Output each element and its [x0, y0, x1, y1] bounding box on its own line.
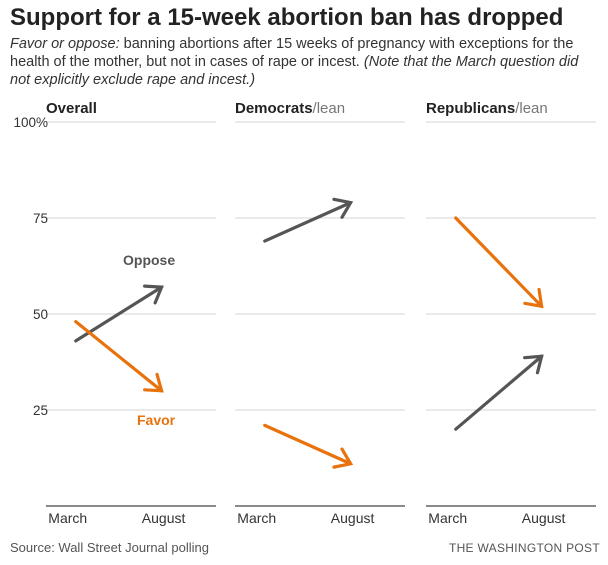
chart-title: Support for a 15-week abortion ban has d…	[10, 4, 564, 31]
subtitle-lead: Favor or oppose:	[10, 36, 120, 52]
series-arrowhead-favor	[523, 287, 544, 309]
y-tick-label: 50	[33, 307, 48, 322]
subtitle-body: banning abortions after 15 weeks of preg…	[10, 36, 574, 70]
x-tick-label: March	[237, 510, 276, 526]
source-note: Source: Wall Street Journal polling	[10, 540, 209, 555]
panel-title: Overall	[46, 100, 97, 117]
series-line-oppose	[454, 354, 544, 431]
y-tick-label: 75	[33, 211, 48, 226]
series-line-favor	[263, 423, 353, 466]
series-arrowhead-favor	[332, 447, 354, 469]
x-tick-label: August	[522, 510, 566, 526]
x-tick-label: August	[331, 510, 375, 526]
x-tick-label: March	[428, 510, 467, 526]
series-arrowhead-oppose	[523, 354, 544, 375]
panel-title-qualifier: /lean	[515, 100, 548, 117]
subtitle-note: (Note that the March question did not ex…	[10, 54, 579, 88]
x-tick-label: August	[142, 510, 186, 526]
series-label-oppose: Oppose	[123, 252, 175, 268]
chart-subtitle: Favor or oppose: banning abortions after…	[10, 35, 600, 89]
series-line-favor	[74, 320, 164, 393]
panel-title-qualifier: /lean	[313, 100, 346, 117]
panel-title-main: Republicans	[426, 100, 515, 117]
series-arrowhead-oppose	[332, 197, 354, 219]
series-line-oppose	[263, 201, 353, 243]
panel-title: Democrats/lean	[235, 100, 345, 117]
x-tick-label: March	[48, 510, 87, 526]
panel-title: Republicans/lean	[426, 100, 548, 117]
panel-title-main: Democrats	[235, 100, 313, 117]
panel-title-main: Overall	[46, 100, 97, 117]
series-arrowhead-favor	[143, 372, 164, 393]
series-label-favor: Favor	[137, 412, 176, 428]
y-tick-label: 25	[33, 403, 48, 418]
publisher-credit: THE WASHINGTON POST	[448, 541, 600, 555]
series-line-favor	[454, 216, 544, 308]
series-arrowhead-oppose	[143, 284, 164, 305]
y-tick-label: 100%	[13, 115, 48, 130]
